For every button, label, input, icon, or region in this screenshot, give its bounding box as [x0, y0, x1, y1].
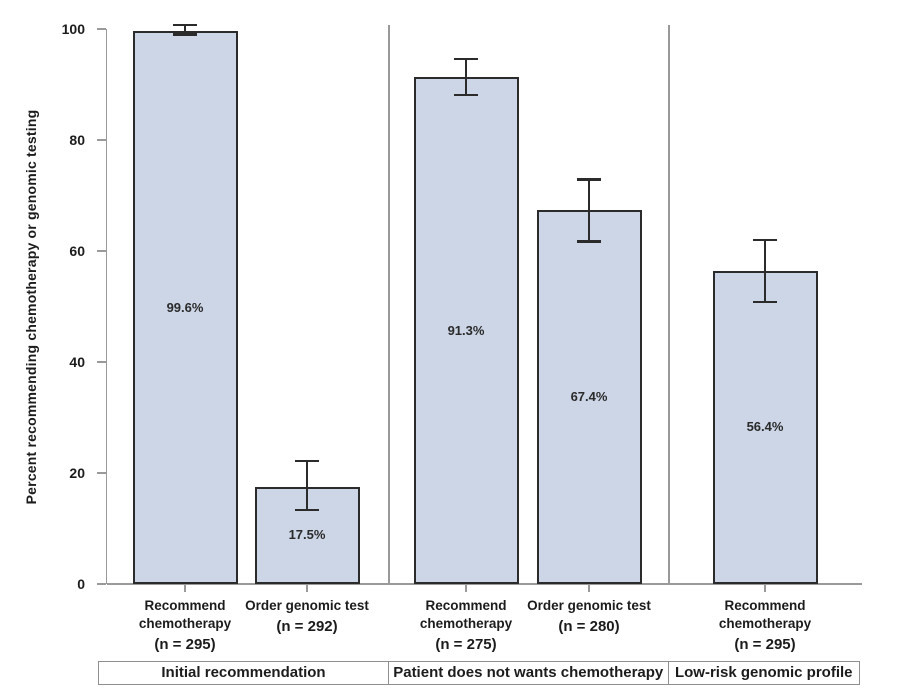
bar-value-label: 91.3%: [447, 322, 485, 338]
x-tick-mark: [184, 584, 186, 592]
x-axis-category-label: Order genomic test: [527, 598, 651, 613]
x-tick-mark: [306, 584, 308, 592]
error-bar-line: [588, 179, 590, 242]
error-bar-cap-bottom: [295, 508, 319, 512]
group-label-box: Initial recommendation: [98, 661, 389, 685]
y-tick-label: 60: [69, 243, 85, 259]
y-tick-label: 20: [69, 465, 85, 481]
error-bar-cap-top: [454, 57, 478, 61]
y-tick-label: 40: [69, 354, 85, 370]
y-tick-mark: [96, 28, 106, 30]
error-bar-cap-bottom: [577, 240, 601, 243]
x-axis-category-label: Recommend chemotherapy: [718, 598, 812, 631]
x-axis-label: Order genomic test (n = 292): [242, 597, 372, 635]
error-bar-cap-top: [173, 23, 197, 27]
group-divider-line: [388, 25, 390, 584]
x-tick-mark: [764, 584, 766, 592]
group-divider-line: [668, 25, 670, 584]
y-tick-label: 0: [77, 576, 85, 592]
y-tick-mark: [96, 139, 106, 141]
y-tick-mark: [96, 361, 106, 363]
x-tick-mark: [465, 584, 467, 592]
error-bar-cap-bottom: [753, 300, 777, 304]
x-axis-category-label: Order genomic test: [245, 598, 369, 613]
error-bar-line: [465, 58, 467, 96]
error-bar-line: [764, 239, 766, 303]
y-tick-mark: [96, 472, 106, 474]
x-axis-category-label: Recommend chemotherapy: [138, 598, 232, 631]
y-tick-label: 100: [61, 21, 85, 37]
x-axis-label: Recommend chemotherapy (n = 295): [700, 597, 830, 653]
error-bar-cap-top: [753, 238, 777, 242]
error-bar-cap-bottom: [173, 33, 197, 36]
x-axis-n-label: (n = 295): [154, 636, 216, 653]
error-bar-line: [184, 25, 186, 35]
x-axis-line: [107, 583, 862, 585]
x-axis-label: Recommend chemotherapy (n = 295): [120, 597, 250, 653]
y-axis-title: Percent recommending chemotherapy or gen…: [23, 109, 39, 505]
x-axis-n-label: (n = 280): [558, 618, 620, 635]
x-axis-n-label: (n = 295): [734, 636, 796, 653]
y-tick-mark: [96, 250, 106, 252]
x-axis-n-label: (n = 292): [276, 618, 338, 635]
x-axis-label: Recommend chemotherapy (n = 275): [401, 597, 531, 653]
bar-value-label: 56.4%: [746, 419, 784, 435]
group-label-box: Patient does not wants chemotherapy: [387, 661, 669, 685]
error-bar-cap-top: [295, 459, 319, 463]
bar: [712, 270, 818, 584]
error-bar-cap-top: [577, 178, 601, 181]
bar: [132, 31, 238, 584]
x-tick-mark: [588, 584, 590, 592]
error-bar-cap-bottom: [454, 93, 478, 97]
y-tick-label: 80: [69, 132, 85, 148]
bar-value-label: 67.4%: [570, 388, 608, 404]
error-bar-line: [306, 460, 308, 511]
group-label-box: Low-risk genomic profile: [667, 661, 860, 685]
bar: [413, 77, 519, 584]
bar-value-label: 99.6%: [166, 299, 204, 315]
x-axis-label: Order genomic test (n = 280): [524, 597, 654, 635]
y-axis-line: [105, 29, 107, 584]
bar-value-label: 17.5%: [288, 527, 326, 543]
x-axis-category-label: Recommend chemotherapy: [419, 598, 513, 631]
y-tick-mark: [96, 583, 106, 585]
x-axis-n-label: (n = 275): [435, 636, 497, 653]
